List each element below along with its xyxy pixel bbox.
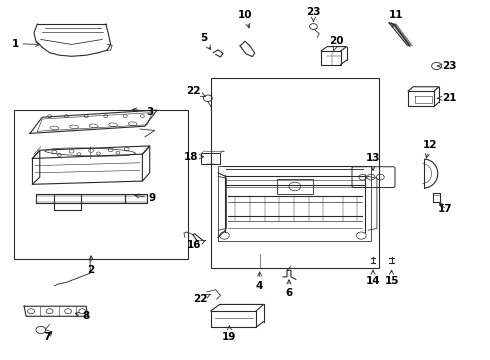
Text: 14: 14: [366, 270, 380, 286]
Bar: [211, 78, 379, 268]
Text: 23: 23: [306, 7, 320, 22]
Text: 21: 21: [438, 93, 457, 103]
Bar: [14, 110, 188, 259]
Text: 15: 15: [384, 270, 399, 286]
Text: 17: 17: [438, 203, 453, 214]
Text: 20: 20: [330, 36, 344, 50]
Text: 2: 2: [87, 256, 95, 275]
Text: 9: 9: [135, 193, 156, 203]
Text: 19: 19: [222, 326, 237, 342]
Bar: [277, 179, 314, 194]
Text: 7: 7: [44, 332, 52, 342]
Text: 11: 11: [389, 10, 404, 27]
Text: 12: 12: [422, 140, 437, 158]
Text: 6: 6: [285, 280, 293, 298]
Bar: [201, 153, 220, 164]
Text: 18: 18: [184, 152, 203, 162]
Text: 23: 23: [438, 61, 457, 71]
Text: 10: 10: [238, 10, 252, 28]
Text: 1: 1: [12, 39, 40, 49]
Text: 16: 16: [187, 240, 205, 250]
Text: 13: 13: [366, 153, 380, 171]
Text: 8: 8: [75, 311, 90, 321]
Text: 22: 22: [187, 86, 205, 96]
Text: 22: 22: [193, 294, 210, 304]
Text: 3: 3: [132, 107, 153, 117]
Text: 4: 4: [256, 272, 263, 291]
Text: 5: 5: [200, 33, 211, 50]
